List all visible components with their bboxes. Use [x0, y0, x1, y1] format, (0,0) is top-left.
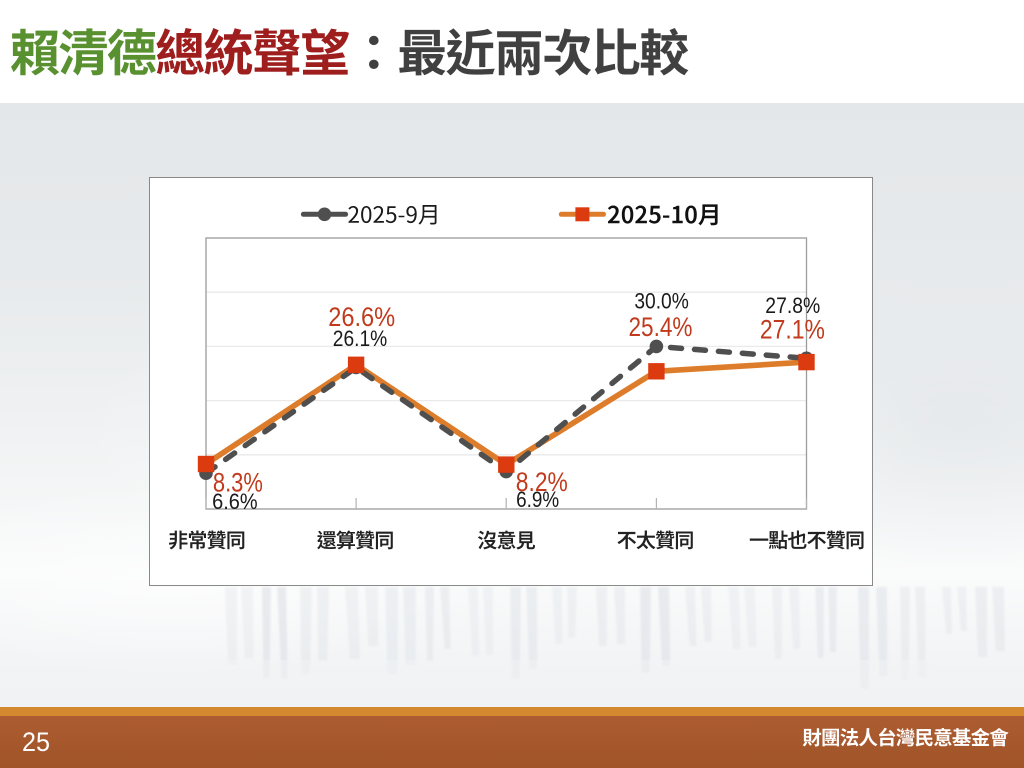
svg-text:26.1%: 26.1% [333, 326, 388, 351]
svg-text:8.3%: 8.3% [213, 467, 263, 497]
svg-text:6.6%: 6.6% [212, 489, 258, 514]
svg-text:6.9%: 6.9% [516, 487, 559, 512]
svg-text:26.6%: 26.6% [328, 302, 395, 332]
svg-text:8.2%: 8.2% [516, 467, 568, 497]
svg-text:30.0%: 30.0% [634, 288, 689, 313]
svg-text:27.8%: 27.8% [765, 293, 820, 318]
svg-text:25.4%: 25.4% [629, 312, 693, 342]
svg-text:25: 25 [22, 727, 50, 757]
svg-text:27.1%: 27.1% [760, 314, 825, 344]
